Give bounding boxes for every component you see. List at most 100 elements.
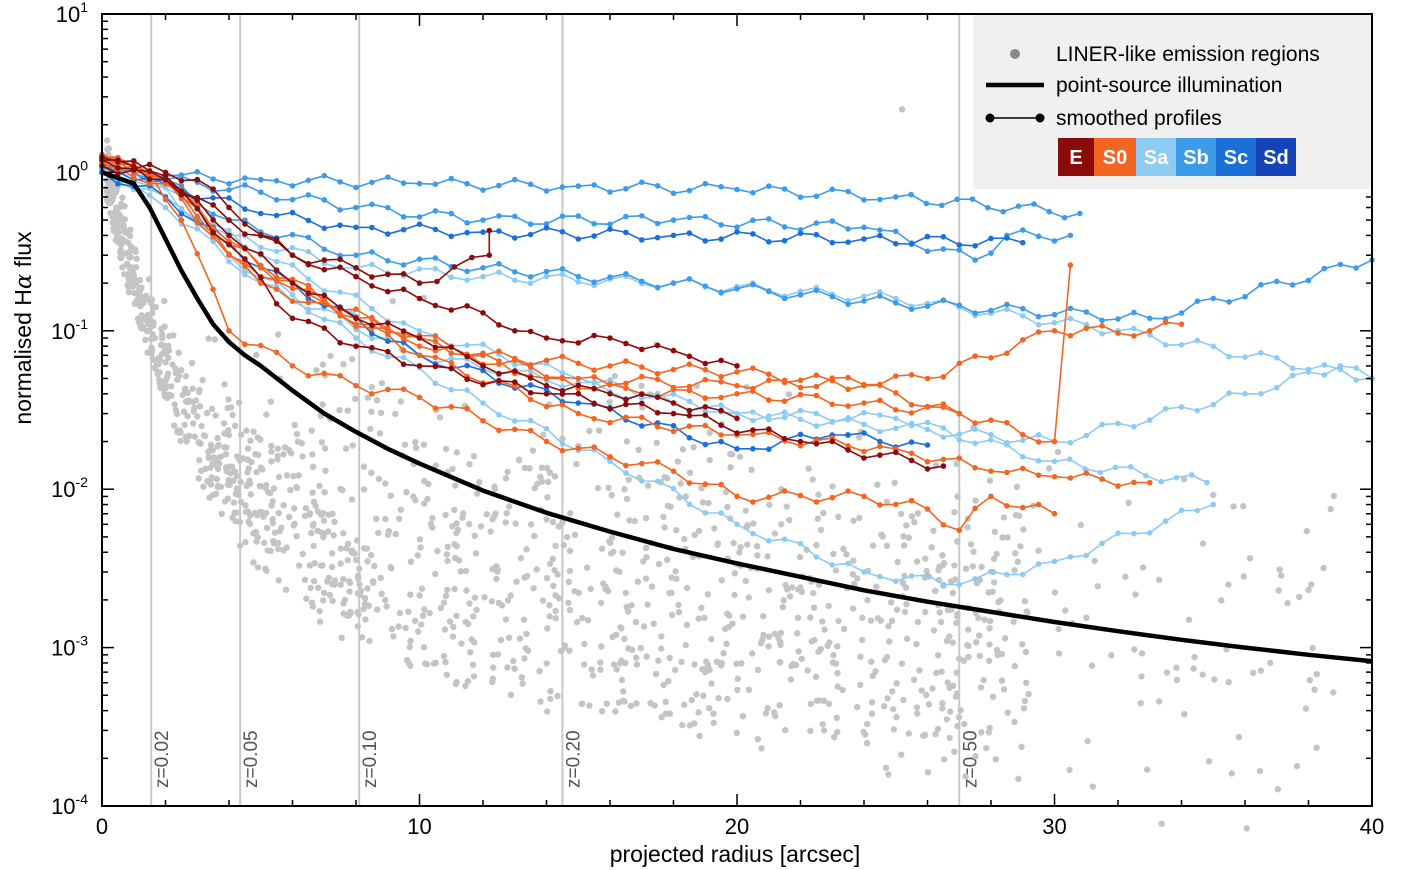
liner-point [1235, 733, 1243, 741]
profile-point-S0 [654, 424, 661, 430]
liner-point [872, 668, 879, 675]
liner-point [667, 503, 674, 510]
profile-point-Sb [385, 258, 391, 264]
profile-point-E [210, 186, 216, 192]
liner-point [1122, 573, 1129, 580]
profile-point-Sa [369, 261, 375, 268]
liner-point [145, 276, 153, 283]
liner-point [407, 637, 414, 644]
profile-point-E [718, 422, 724, 429]
profile-point-Sb [1226, 299, 1232, 305]
liner-point [105, 200, 113, 207]
profile-point-Sa [385, 354, 391, 360]
profile-point-E [210, 229, 216, 236]
profile-point-Sc [654, 420, 661, 426]
profile-point-Sa [924, 419, 931, 426]
profile-point-Sa [146, 192, 153, 198]
liner-point [457, 568, 464, 575]
profile-point-S0 [750, 499, 756, 505]
liner-point [319, 361, 326, 368]
liner-point [363, 545, 371, 552]
profile-point-Sa [1147, 332, 1153, 338]
liner-point [544, 494, 551, 501]
liner-point [229, 411, 236, 419]
profile-point-S0 [623, 462, 629, 469]
liner-point [597, 659, 604, 666]
liner-point [868, 658, 875, 665]
profile-point-E [194, 205, 201, 212]
liner-point [103, 137, 111, 144]
profile-point-Sc [575, 400, 582, 406]
liner-point [175, 349, 182, 356]
liner-point [109, 213, 116, 220]
liner-point [470, 613, 477, 620]
liner-point [142, 296, 149, 303]
liner-point [207, 441, 215, 449]
liner-point [554, 692, 561, 700]
liner-point [914, 510, 922, 517]
liner-point [737, 544, 744, 551]
liner-point [881, 703, 888, 710]
liner-point [782, 727, 789, 734]
liner-point [432, 462, 439, 469]
profile-point-S0 [972, 465, 978, 471]
liner-point [407, 558, 415, 565]
profile-point-E [734, 363, 740, 369]
profile-point-Sa [480, 400, 486, 406]
liner-point [610, 548, 617, 556]
profile-point-Sa [1051, 320, 1058, 326]
liner-point [131, 289, 138, 297]
liner-point [724, 503, 731, 511]
profile-point-Sa [1099, 421, 1105, 428]
liner-point [1199, 540, 1207, 547]
profile-point-Sc [670, 232, 677, 239]
liner-point [320, 589, 328, 596]
liner-point [835, 513, 842, 520]
profile-point-Sa [464, 342, 470, 349]
liner-point [642, 575, 650, 582]
profile-point-S0 [1004, 350, 1010, 357]
profile-point-Sc [178, 211, 185, 217]
profile-point-E [242, 231, 248, 237]
liner-point [549, 555, 557, 563]
liner-point [266, 489, 274, 497]
profile-point-S0 [877, 443, 883, 450]
profile-point-Sc [639, 237, 645, 243]
profile-point-S0 [289, 285, 296, 292]
liner-point [890, 706, 897, 713]
liner-point [849, 571, 856, 578]
y-tick-label: 10-1 [51, 316, 88, 344]
liner-point [1094, 583, 1102, 590]
liner-point [598, 545, 606, 552]
profile-point-Sa [940, 425, 947, 431]
liner-point [923, 567, 930, 575]
profile-point-S0 [861, 382, 867, 389]
liner-point [673, 575, 680, 582]
profile-point-Sb [924, 303, 931, 310]
liner-point [366, 637, 373, 645]
profile-point-S0 [591, 444, 597, 450]
profile-point-S0 [829, 494, 836, 501]
profile-point-Sa [162, 204, 169, 211]
liner-point [993, 646, 1001, 654]
profile-point-S0 [1099, 323, 1105, 329]
profile-point-E [242, 221, 248, 227]
profile-point-Sb [702, 180, 709, 187]
profile-point-Sb [575, 183, 582, 189]
profile-point-Sb [178, 173, 185, 180]
liner-point [462, 567, 470, 575]
liner-point [382, 596, 389, 604]
profile-point-S0 [194, 214, 201, 220]
liner-point [937, 618, 945, 626]
profile-point-Sb [718, 222, 724, 228]
liner-point [1091, 557, 1098, 565]
profile-point-S0 [845, 443, 851, 449]
liner-point [242, 502, 249, 509]
liner-point [196, 403, 204, 410]
liner-point [225, 431, 233, 439]
liner-point [269, 519, 277, 527]
liner-point [864, 597, 871, 604]
liner-point [626, 517, 633, 524]
profile-point-S0 [893, 501, 899, 508]
profile-point-Sa [1274, 355, 1280, 361]
